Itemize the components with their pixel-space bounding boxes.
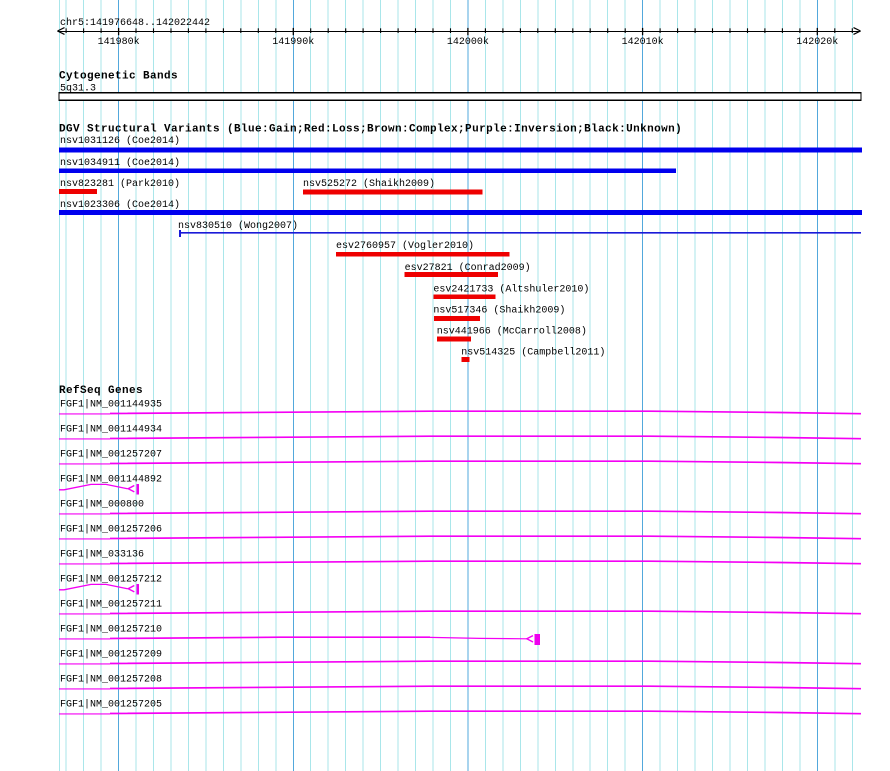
svg-text:142010k: 142010k xyxy=(622,36,664,48)
svg-text:FGF1|NM_001144934: FGF1|NM_001144934 xyxy=(60,424,162,436)
svg-text:FGF1|NM_001144892: FGF1|NM_001144892 xyxy=(60,474,162,486)
svg-text:nsv1023306 (Coe2014): nsv1023306 (Coe2014) xyxy=(60,199,180,211)
svg-text:FGF1|NM_001257205: FGF1|NM_001257205 xyxy=(60,699,162,711)
svg-text:FGF1|NM_033136: FGF1|NM_033136 xyxy=(60,549,144,561)
svg-text:FGF1|NM_001257212: FGF1|NM_001257212 xyxy=(60,574,162,586)
svg-text:chr5:141976648..142022442: chr5:141976648..142022442 xyxy=(60,17,210,29)
svg-text:FGF1|NM_001257208: FGF1|NM_001257208 xyxy=(60,674,162,686)
svg-text:esv27821 (Conrad2009): esv27821 (Conrad2009) xyxy=(405,262,531,274)
svg-text:nsv830510 (Wong2007): nsv830510 (Wong2007) xyxy=(178,220,298,232)
svg-text:nsv525272 (Shaikh2009): nsv525272 (Shaikh2009) xyxy=(303,178,435,190)
svg-text:RefSeq Genes: RefSeq Genes xyxy=(59,385,143,397)
svg-text:141990k: 141990k xyxy=(272,36,314,48)
svg-text:Cytogenetic Bands: Cytogenetic Bands xyxy=(59,70,178,82)
svg-text:FGF1|NM_001144935: FGF1|NM_001144935 xyxy=(60,399,162,411)
svg-text:142020k: 142020k xyxy=(796,36,838,48)
svg-text:esv2760957 (Vogler2010): esv2760957 (Vogler2010) xyxy=(336,240,474,252)
svg-text:nsv441966 (McCarroll2008): nsv441966 (McCarroll2008) xyxy=(437,325,587,337)
svg-text:FGF1|NM_001257207: FGF1|NM_001257207 xyxy=(60,449,162,461)
svg-text:FGF1|NM_001257211: FGF1|NM_001257211 xyxy=(60,599,162,611)
svg-text:FGF1|NM_001257210: FGF1|NM_001257210 xyxy=(60,624,162,636)
svg-text:FGF1|NM_001257209: FGF1|NM_001257209 xyxy=(60,649,162,661)
svg-text:nsv823281 (Park2010): nsv823281 (Park2010) xyxy=(60,178,180,190)
svg-text:141980k: 141980k xyxy=(98,36,140,48)
svg-text:nsv1034911 (Coe2014): nsv1034911 (Coe2014) xyxy=(60,157,180,169)
svg-text:nsv1031126 (Coe2014): nsv1031126 (Coe2014) xyxy=(60,135,180,147)
svg-text:FGF1|NM_000800: FGF1|NM_000800 xyxy=(60,499,144,511)
svg-text:esv2421733 (Altshuler2010): esv2421733 (Altshuler2010) xyxy=(433,283,589,295)
svg-text:FGF1|NM_001257206: FGF1|NM_001257206 xyxy=(60,524,162,536)
svg-text:nsv514325 (Campbell2011): nsv514325 (Campbell2011) xyxy=(461,347,605,359)
svg-text:5q31.3: 5q31.3 xyxy=(60,83,96,94)
svg-text:142000k: 142000k xyxy=(447,36,489,48)
svg-text:nsv517346 (Shaikh2009): nsv517346 (Shaikh2009) xyxy=(433,305,565,317)
svg-text:DGV Structural Variants (Blue:: DGV Structural Variants (Blue:Gain;Red:L… xyxy=(59,123,682,135)
